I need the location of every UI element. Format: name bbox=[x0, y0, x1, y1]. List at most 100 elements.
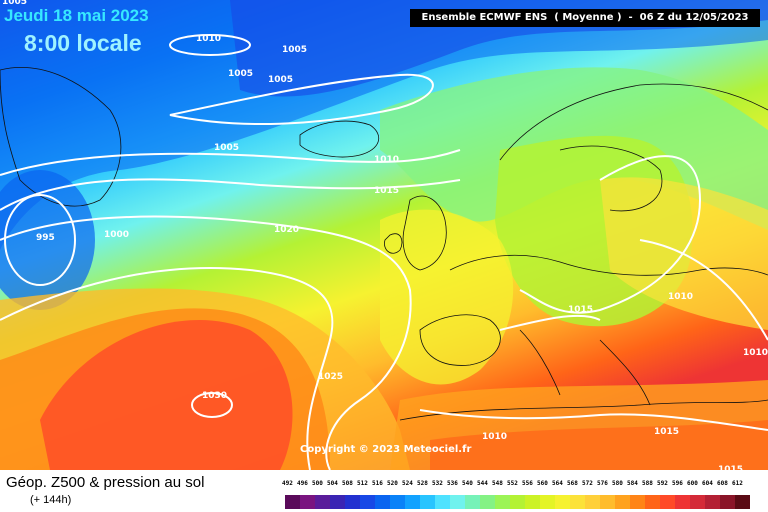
scale-tick-label: 544 bbox=[477, 480, 488, 487]
isobar-label: 1010 bbox=[196, 34, 221, 44]
scale-swatch bbox=[690, 495, 705, 509]
scale-swatch bbox=[645, 495, 660, 509]
coastlines bbox=[0, 67, 768, 421]
copyright-text: Copyright © 2023 Meteociel.fr bbox=[300, 444, 472, 455]
scale-tick-label: 516 bbox=[372, 480, 383, 487]
continental-europe-outline bbox=[419, 254, 768, 366]
scale-swatch bbox=[555, 495, 570, 509]
forecast-date: Jeudi 18 mai 2023 bbox=[4, 6, 149, 25]
scale-tick-label: 548 bbox=[492, 480, 503, 487]
scale-swatch bbox=[315, 495, 330, 509]
scale-tick-label: 592 bbox=[657, 480, 668, 487]
isobar-line bbox=[4, 194, 76, 286]
scale-swatch bbox=[375, 495, 390, 509]
scale-tick-label: 540 bbox=[462, 480, 473, 487]
legend-subtitle: (+ 144h) bbox=[30, 494, 72, 506]
isobar-label: 1005 bbox=[0, 0, 25, 3]
scale-swatch bbox=[735, 495, 750, 509]
scale-tick-label: 500 bbox=[312, 480, 323, 487]
isobars bbox=[0, 34, 768, 470]
scale-tick-label: 580 bbox=[612, 480, 623, 487]
scale-swatch bbox=[660, 495, 675, 509]
scale-swatch bbox=[300, 495, 315, 509]
isobar-label: 995 bbox=[36, 233, 55, 243]
scale-swatch bbox=[585, 495, 600, 509]
map-canvas: 1010 1005 1005 1005 1005 1005 1010 1015 … bbox=[0, 0, 768, 470]
scale-swatch bbox=[405, 495, 420, 509]
scale-swatch bbox=[525, 495, 540, 509]
scale-tick-label: 588 bbox=[642, 480, 653, 487]
legend-title: Géop. Z500 & pression au sol bbox=[6, 474, 205, 491]
scale-tick-label: 524 bbox=[402, 480, 413, 487]
isobar-line bbox=[169, 73, 434, 126]
scale-swatch bbox=[390, 495, 405, 509]
scale-tick-label: 536 bbox=[447, 480, 458, 487]
scale-swatch bbox=[420, 495, 435, 509]
isobar-label: 1015 bbox=[568, 305, 593, 315]
isobar-line bbox=[0, 149, 461, 176]
isobar-label: 1025 bbox=[318, 372, 343, 382]
scale-swatch bbox=[285, 495, 300, 509]
scale-tick-label: 584 bbox=[627, 480, 638, 487]
scale-swatch bbox=[330, 495, 345, 509]
scale-tick-label: 552 bbox=[507, 480, 518, 487]
scale-tick-label: 604 bbox=[702, 480, 713, 487]
scale-tick-label: 572 bbox=[582, 480, 593, 487]
legend-bar: Géop. Z500 & pression au sol (+ 144h) 49… bbox=[0, 470, 768, 512]
scale-tick-label: 568 bbox=[567, 480, 578, 487]
forecast-time: 8:00 locale bbox=[24, 30, 142, 56]
scale-swatch bbox=[720, 495, 735, 509]
scale-tick-label: 596 bbox=[672, 480, 683, 487]
scale-swatch bbox=[495, 495, 510, 509]
isobar-label: 1015 bbox=[654, 427, 679, 437]
isobar-line bbox=[169, 34, 251, 56]
scale-tick-label: 560 bbox=[537, 480, 548, 487]
scale-swatch bbox=[510, 495, 525, 509]
isobar-line bbox=[499, 314, 601, 331]
north-africa-outline bbox=[399, 399, 768, 421]
scale-swatch bbox=[540, 495, 555, 509]
scale-tick-label: 612 bbox=[732, 480, 743, 487]
scale-tick-label: 600 bbox=[687, 480, 698, 487]
scale-tick-label: 512 bbox=[357, 480, 368, 487]
isobar-line bbox=[0, 267, 334, 470]
model-run-label: Ensemble ECMWF ENS ( Moyenne ) - 06 Z du… bbox=[410, 9, 760, 27]
british-isles-outline bbox=[384, 195, 447, 271]
isobar-label: 1015 bbox=[374, 186, 399, 196]
scale-tick-label: 504 bbox=[327, 480, 338, 487]
iceland-outline bbox=[299, 120, 380, 158]
scale-swatch bbox=[435, 495, 450, 509]
isobar-line bbox=[639, 239, 768, 341]
isobar-labels: 1010 1005 1005 1005 1005 1005 1010 1015 … bbox=[0, 0, 768, 470]
isobar-label: 1030 bbox=[202, 391, 227, 401]
scale-swatch bbox=[450, 495, 465, 509]
isobar-label: 1000 bbox=[104, 230, 129, 240]
ridge-band-568 bbox=[380, 209, 514, 385]
scale-tick-label: 520 bbox=[387, 480, 398, 487]
scale-tick-label: 492 bbox=[282, 480, 293, 487]
isobar-line bbox=[419, 409, 768, 431]
scale-swatch bbox=[480, 495, 495, 509]
scale-swatch bbox=[675, 495, 690, 509]
scale-swatch bbox=[570, 495, 585, 509]
weather-map: 1010 1005 1005 1005 1005 1005 1010 1015 … bbox=[0, 0, 768, 470]
isobar-line bbox=[191, 392, 233, 418]
isobar-label: 1015 bbox=[718, 465, 743, 470]
isobar-line bbox=[0, 178, 461, 211]
scale-tick-label: 508 bbox=[342, 480, 353, 487]
isobar-label: 1005 bbox=[268, 75, 293, 85]
isobar-label: 1010 bbox=[668, 292, 693, 302]
scale-tick-label: 564 bbox=[552, 480, 563, 487]
scale-swatch bbox=[705, 495, 720, 509]
isobar-label: 1010 bbox=[374, 155, 399, 165]
scale-tick-label: 576 bbox=[597, 480, 608, 487]
scale-swatch bbox=[630, 495, 645, 509]
greenland-outline bbox=[0, 67, 122, 207]
z500-band-520 bbox=[0, 0, 768, 250]
isobar-label: 1010 bbox=[482, 432, 507, 442]
scale-tick-label: 496 bbox=[297, 480, 308, 487]
scale-tick-label: 532 bbox=[432, 480, 443, 487]
italy-balkans-outline bbox=[519, 329, 651, 406]
isobar-label: 1005 bbox=[282, 45, 307, 55]
isobar-line bbox=[519, 155, 702, 314]
